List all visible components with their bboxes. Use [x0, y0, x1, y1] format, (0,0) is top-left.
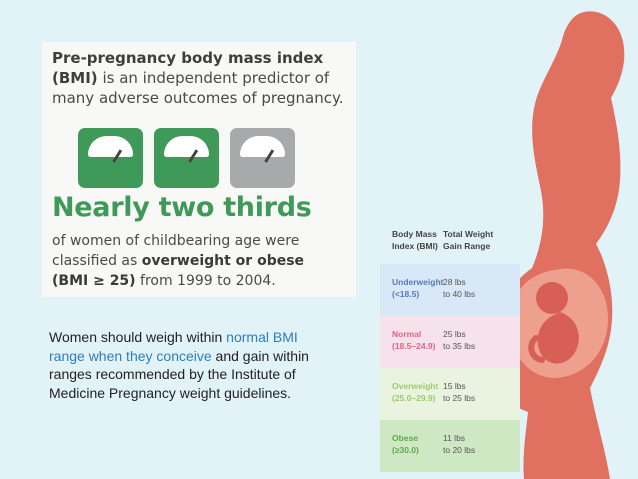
body-text-2: from 1999 to 2004.	[140, 273, 276, 289]
fetus-head	[536, 282, 568, 314]
caption-text: Women should weigh within normal BMI ran…	[49, 328, 309, 402]
infographic-body: of women of childbearing age were classi…	[52, 231, 352, 291]
table-row-overweight: Overweight (25.0–29.9) 15 lbs to 25 lbs	[380, 368, 520, 420]
scale-icon	[230, 128, 295, 188]
body-bold-2: (BMI ≥ 25)	[52, 273, 136, 289]
header-bmi: Body Mass Index (BMI)	[392, 229, 438, 251]
table-row-normal: Normal (18.5–24.9) 25 lbs to 35 lbs	[380, 316, 520, 368]
infographic-intro: Pre-pregnancy body mass index (BMI) is a…	[52, 48, 352, 108]
scale-dial	[240, 136, 285, 163]
row-category: Normal (18.5–24.9)	[392, 329, 436, 351]
row-category: Overweight (25.0–29.9)	[392, 381, 439, 403]
body-bold-1: overweight or obese	[141, 253, 305, 269]
scale-dial	[164, 136, 209, 163]
row-category: Underweight (<18.5)	[392, 277, 444, 299]
caption-part1: Women should weigh within	[49, 329, 227, 345]
row-gain: 28 lbs to 40 lbs	[443, 277, 476, 299]
row-gain: 15 lbs to 25 lbs	[443, 381, 476, 403]
caption-part2: and gain within ranges recommended by th…	[49, 347, 309, 401]
body-text-1: of women of childbearing age were classi…	[52, 233, 300, 269]
bmi-infographic-card: Pre-pregnancy body mass index (BMI) is a…	[42, 42, 356, 297]
caption-highlight: normal BMI range when they conceive	[49, 329, 298, 364]
row-gain: 11 lbs to 20 lbs	[443, 433, 476, 455]
fetus-body	[537, 312, 579, 364]
intro-bold: Pre-pregnancy body mass index (BMI)	[52, 49, 324, 87]
scale-dial	[88, 136, 133, 163]
infographic-headline: Nearly two thirds	[52, 192, 312, 223]
fetus-limb	[528, 335, 545, 363]
intro-rest: is an independent predictor of many adve…	[52, 69, 344, 107]
scale-icon	[154, 128, 219, 188]
table-header: Body Mass Index (BMI) Total Weight Gain …	[380, 216, 520, 264]
table-row-underweight: Underweight (<18.5) 28 lbs to 40 lbs	[380, 264, 520, 316]
row-category: Obese (≥30.0)	[392, 433, 419, 455]
table-row-obese: Obese (≥30.0) 11 lbs to 20 lbs	[380, 420, 520, 472]
header-weight-gain: Total Weight Gain Range	[443, 229, 494, 251]
row-gain: 25 lbs to 35 lbs	[443, 329, 476, 351]
scale-icon	[78, 128, 143, 188]
bmi-weight-gain-table: Body Mass Index (BMI) Total Weight Gain …	[380, 216, 520, 472]
